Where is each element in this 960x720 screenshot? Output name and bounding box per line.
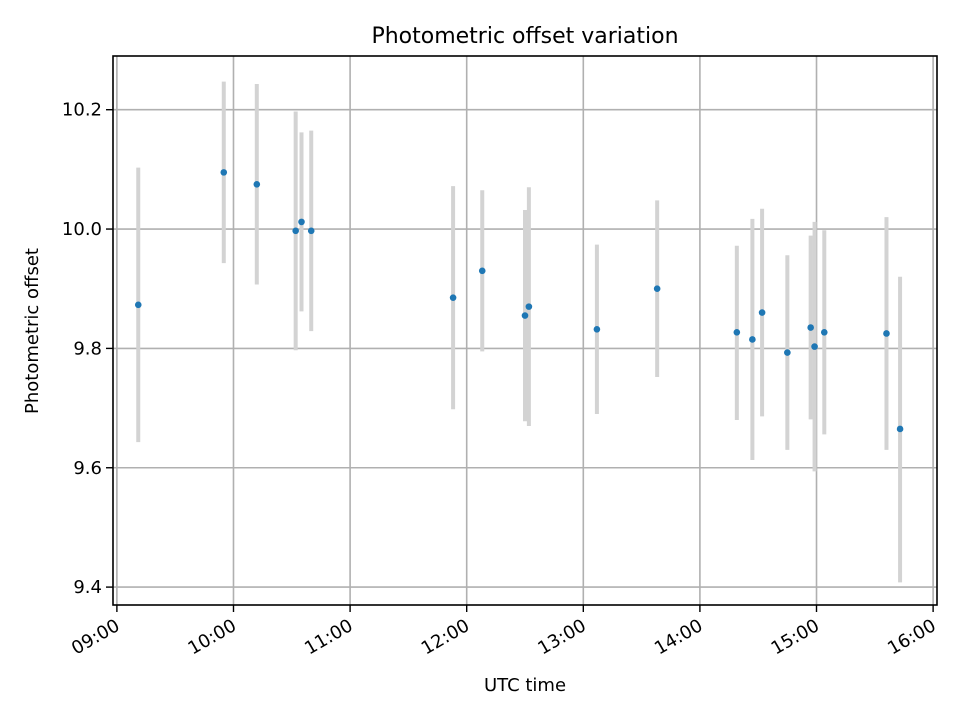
data-point	[733, 328, 741, 336]
data-point	[478, 267, 486, 275]
data-point	[820, 328, 828, 336]
data-point	[896, 425, 904, 433]
x-axis-label: UTC time	[484, 675, 566, 696]
data-point	[449, 294, 457, 301]
plot-frame	[112, 55, 938, 606]
y-tick-label: 9.4	[73, 577, 102, 598]
data-point	[298, 218, 305, 226]
y-tick-label: 9.6	[73, 458, 102, 479]
chart-title: Photometric offset variation	[371, 24, 678, 49]
data-point	[134, 301, 142, 309]
y-tick-label: 10.2	[62, 100, 102, 121]
y-tick-label: 9.8	[73, 338, 102, 359]
data-point	[807, 324, 814, 331]
data-point	[758, 309, 766, 316]
y-axis-ticks: 9.4 9.6 9.8 10.0 10.2	[62, 100, 113, 598]
data-point	[525, 303, 533, 310]
data-point	[883, 330, 890, 337]
data-point	[593, 326, 601, 333]
data-point	[307, 227, 315, 235]
data-point	[253, 180, 261, 188]
data-point	[653, 285, 661, 293]
data-point	[749, 336, 756, 343]
data-point	[784, 349, 791, 356]
data-point	[292, 227, 299, 235]
data-point	[811, 343, 818, 350]
data-point	[521, 312, 529, 319]
y-axis-label: Photometric offset	[22, 248, 43, 414]
data-points	[134, 169, 904, 433]
data-point	[220, 169, 228, 176]
y-tick-label: 10.0	[62, 219, 102, 240]
